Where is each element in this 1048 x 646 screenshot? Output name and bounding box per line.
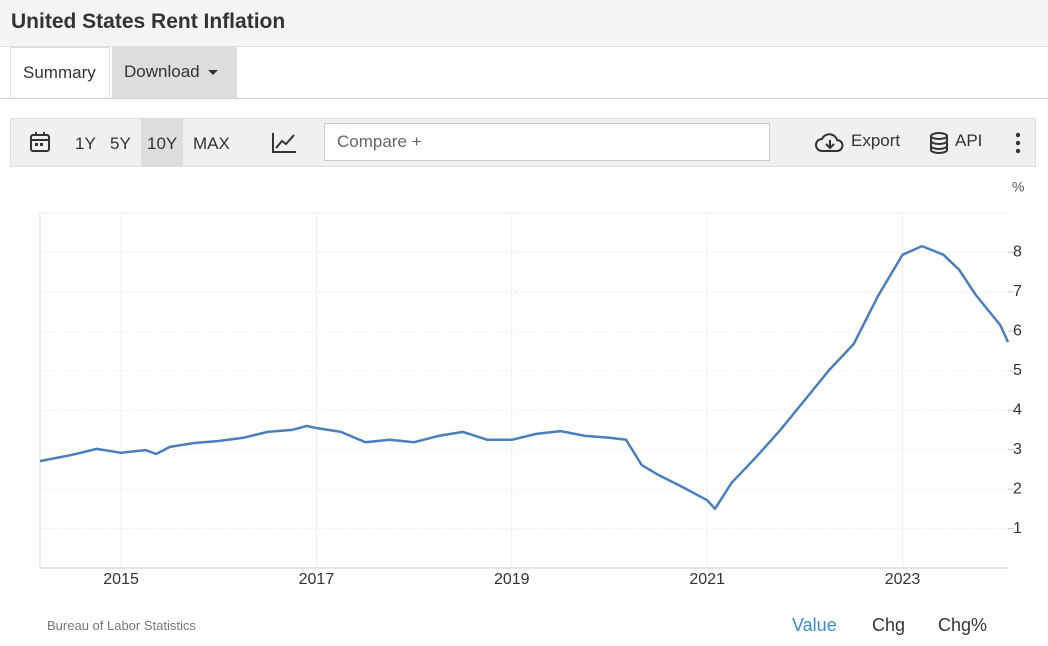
x-tick-label: 2015 bbox=[103, 571, 139, 588]
y-tick-label: 5 bbox=[1013, 362, 1022, 379]
range-button[interactable]: MAX bbox=[193, 134, 230, 153]
y-tick-label: 3 bbox=[1013, 441, 1022, 458]
tab[interactable]: Summary bbox=[10, 47, 110, 98]
page-title: United States Rent Inflation bbox=[11, 10, 286, 33]
view-tab[interactable]: Chg% bbox=[938, 615, 988, 635]
toolbar: 1Y 5Y 10Y MAX Compare + Export API bbox=[10, 118, 1036, 167]
header: United States Rent Inflation bbox=[0, 0, 1048, 47]
y-tick-label: 4 bbox=[1013, 401, 1022, 418]
range-button[interactable]: 1Y bbox=[75, 134, 96, 153]
x-tick-label: 2021 bbox=[689, 571, 725, 588]
x-tick-label: 2023 bbox=[885, 571, 921, 588]
x-tick-label: 2019 bbox=[494, 571, 530, 588]
x-tick-label: 2017 bbox=[299, 571, 335, 588]
export-button[interactable]: Export bbox=[851, 131, 901, 150]
view-tab[interactable]: Chg bbox=[872, 615, 906, 635]
y-tick-label: 2 bbox=[1013, 480, 1022, 497]
y-tick-label: 8 bbox=[1013, 244, 1022, 261]
compare-input[interactable]: Compare + bbox=[324, 123, 770, 161]
y-tick-label: 1 bbox=[1013, 520, 1022, 537]
menu-icon[interactable] bbox=[1013, 132, 1023, 154]
y-tick-label: 7 bbox=[1013, 283, 1022, 300]
y-axis-unit: % bbox=[1012, 179, 1024, 195]
api-icon[interactable] bbox=[929, 131, 949, 155]
calendar-icon[interactable] bbox=[29, 131, 51, 153]
chart: % 1 2 3 4 5 6 7 8 2015 2017 2019 2021 2023 bbox=[39, 179, 1024, 588]
y-tick-label: 6 bbox=[1013, 323, 1022, 340]
caret bbox=[207, 70, 218, 76]
tabs: Summary Download bbox=[0, 47, 1048, 99]
view-tab[interactable]: Value bbox=[792, 615, 837, 635]
tab-label: Download bbox=[124, 62, 200, 81]
tab[interactable]: Download bbox=[112, 47, 237, 98]
data-line bbox=[39, 244, 1010, 511]
range-button[interactable]: 10Y bbox=[141, 119, 184, 166]
export-icon[interactable] bbox=[815, 131, 845, 155]
api-button[interactable]: API bbox=[955, 131, 983, 150]
range-button[interactable]: 5Y bbox=[110, 134, 131, 153]
chart-type-icon[interactable] bbox=[271, 131, 297, 155]
source: Bureau of Labor Statistics bbox=[47, 618, 196, 633]
